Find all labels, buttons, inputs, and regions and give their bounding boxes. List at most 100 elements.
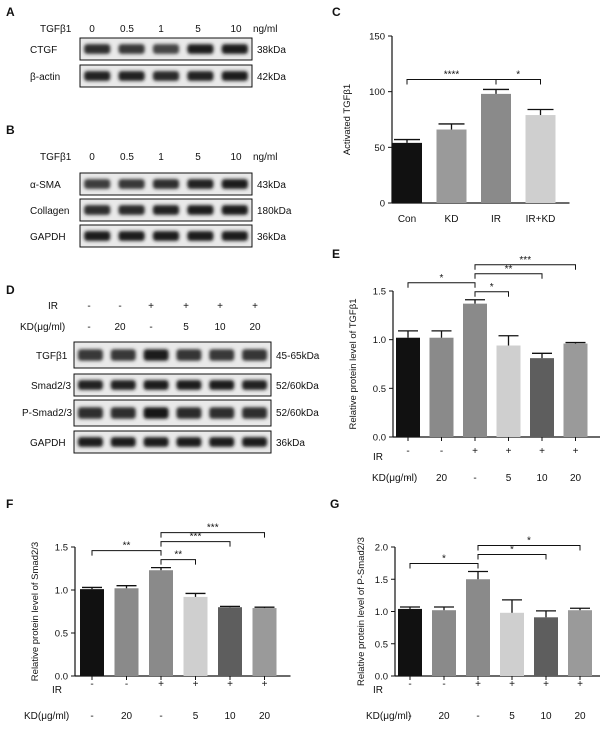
- dose-unit: ng/ml: [253, 24, 277, 35]
- ir-value: +: [506, 446, 512, 457]
- kd-value: 20: [249, 322, 261, 333]
- dose-value: 0: [89, 152, 95, 163]
- ir-value: +: [573, 446, 579, 457]
- y-axis-label: Relative protein level of TGFβ1: [348, 299, 359, 430]
- ir-value: +: [148, 301, 154, 312]
- bar: [496, 345, 521, 437]
- y-tick-label: 1.0: [373, 335, 386, 346]
- kd-value: 10: [540, 711, 552, 722]
- ir-value: -: [442, 679, 445, 690]
- ir-value: -: [118, 301, 121, 312]
- band-kda: 36kDa: [276, 438, 305, 449]
- bar: [392, 142, 422, 203]
- ir-value: +: [472, 446, 478, 457]
- dose-value: 0.5: [120, 24, 134, 35]
- significance-bracket: [160, 559, 196, 565]
- y-tick-label: 0.5: [375, 639, 388, 650]
- bar: [530, 358, 554, 437]
- significance-bracket: [477, 554, 547, 560]
- y-tick-label: 100: [369, 87, 385, 98]
- dose-value: 10: [230, 24, 242, 35]
- bar: [500, 612, 524, 676]
- bar: [568, 610, 592, 676]
- ir-value: -: [87, 301, 90, 312]
- band-name: GAPDH: [30, 232, 66, 243]
- significance-bracket: [407, 282, 476, 288]
- bar: [525, 115, 556, 203]
- blot-sma: [79, 172, 253, 196]
- y-tick-label: 1.5: [373, 287, 386, 298]
- bar: [218, 607, 242, 676]
- y-tick-label: 0.0: [375, 672, 388, 683]
- ir-label: IR: [52, 685, 62, 696]
- panel-letter-e: E: [332, 247, 340, 261]
- bar: [149, 570, 173, 676]
- kd-value: -: [159, 711, 162, 722]
- kd-label: KD(μg/ml): [20, 322, 65, 333]
- significance-bracket: [477, 545, 581, 551]
- x-tick-label: IR+KD: [526, 214, 556, 225]
- y-axis-label: Activated TGFβ1: [342, 84, 353, 155]
- bar: [463, 303, 487, 437]
- dose-value: 5: [195, 24, 201, 35]
- band-name: P-Smad2/3: [22, 408, 72, 419]
- dose-value: 5: [195, 152, 201, 163]
- bar: [563, 343, 588, 437]
- significance-label: *: [442, 554, 446, 565]
- significance-bracket: [406, 78, 497, 85]
- kd-value: 20: [259, 711, 271, 722]
- ir-value: +: [262, 679, 268, 690]
- significance-bracket: [474, 273, 543, 279]
- y-tick-label: 50: [374, 143, 385, 154]
- band-name: Collagen: [30, 206, 69, 217]
- ir-value: +: [252, 301, 258, 312]
- significance-label: **: [505, 264, 513, 275]
- ir-value: +: [217, 301, 223, 312]
- bar: [436, 129, 467, 203]
- kd-value: 5: [183, 322, 189, 333]
- ir-value: +: [577, 679, 583, 690]
- y-axis-label: Relative protein level of Smad2/3: [30, 542, 41, 681]
- ir-label: IR: [373, 685, 383, 696]
- bar: [80, 589, 104, 676]
- dose-value: 1: [158, 152, 164, 163]
- significance-bracket: [474, 291, 509, 297]
- ir-label: IR: [48, 301, 58, 312]
- y-axis-label: Relative protein level of P-Smad2/3: [356, 537, 367, 686]
- significance-label: *: [440, 273, 444, 284]
- kd-value: -: [90, 711, 93, 722]
- significance-label: ****: [444, 69, 460, 80]
- ir-value: +: [183, 301, 189, 312]
- ir-value: +: [227, 679, 233, 690]
- dose-unit: ng/ml: [253, 152, 277, 163]
- ir-label: IR: [373, 452, 383, 463]
- panel-letter-b: B: [6, 123, 15, 137]
- y-tick-label: 1.0: [375, 607, 388, 618]
- kd-label: KD(μg/ml): [24, 711, 69, 722]
- ir-value: +: [158, 679, 164, 690]
- blot-tgfb1: [73, 341, 272, 369]
- kd-value: 20: [114, 322, 126, 333]
- blot-smad: [73, 373, 272, 397]
- kd-value: 5: [193, 711, 199, 722]
- blot-gapdh-d: [73, 430, 272, 454]
- y-tick-label: 1.5: [55, 543, 68, 554]
- band-kda: 45-65kDa: [276, 351, 320, 362]
- bar: [183, 596, 208, 676]
- significance-bracket: [160, 541, 231, 547]
- dose-row-label: TGFβ1: [40, 152, 72, 163]
- bar: [398, 608, 422, 676]
- bar: [534, 617, 558, 676]
- significance-label: *: [490, 282, 494, 293]
- significance-label: **: [123, 541, 131, 552]
- panel-letter-c: C: [332, 5, 341, 19]
- ir-value: +: [543, 679, 549, 690]
- band-kda: 42kDa: [257, 72, 286, 83]
- panel-letter-f: F: [6, 497, 13, 511]
- band-name: Smad2/3: [31, 381, 71, 392]
- kd-value: 20: [574, 711, 586, 722]
- ir-value: -: [408, 679, 411, 690]
- significance-label: *: [527, 536, 531, 547]
- blot-gapdh: [79, 224, 253, 248]
